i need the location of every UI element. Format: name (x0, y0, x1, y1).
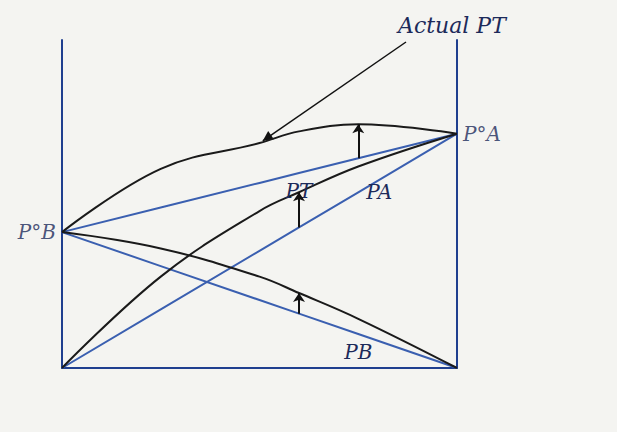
svg-text:Actual PT: Actual PT (396, 13, 508, 38)
svg-text:PA: PA (365, 180, 392, 204)
svg-text:PT: PT (285, 179, 313, 204)
svg-text:P°A: P°A (462, 122, 501, 146)
svg-text:P°B: P°B (17, 220, 56, 244)
svg-text:PB: PB (343, 340, 372, 364)
